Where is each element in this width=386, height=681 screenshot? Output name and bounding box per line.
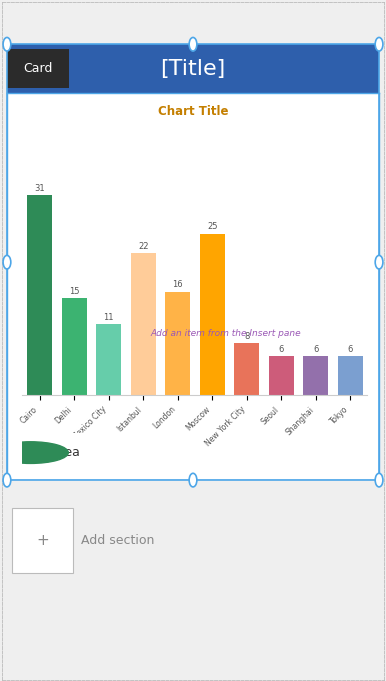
Bar [200, 234, 225, 395]
Text: 6: 6 [279, 345, 284, 353]
Text: 11: 11 [103, 313, 114, 321]
Text: Add section: Add section [81, 534, 154, 547]
Text: 6: 6 [347, 345, 353, 353]
Text: +: + [36, 533, 49, 548]
Text: [Title]: [Title] [160, 59, 226, 79]
Text: 22: 22 [138, 242, 149, 251]
Text: 8: 8 [244, 332, 249, 341]
Bar [27, 195, 52, 395]
Bar [131, 253, 156, 395]
Text: Chart Title: Chart Title [158, 105, 228, 118]
Text: 6: 6 [313, 345, 318, 353]
Text: 25: 25 [207, 222, 217, 232]
Bar [338, 356, 362, 395]
Bar [96, 324, 121, 395]
Text: 16: 16 [173, 281, 183, 289]
Text: 31: 31 [34, 184, 45, 193]
Bar [165, 292, 190, 395]
Text: Area: Area [52, 446, 81, 459]
Text: Card: Card [23, 62, 52, 76]
Bar [269, 356, 294, 395]
Bar [303, 356, 328, 395]
Circle shape [0, 442, 68, 464]
Bar [62, 298, 86, 395]
FancyBboxPatch shape [12, 508, 73, 573]
Text: Add an item from the Insert pane: Add an item from the Insert pane [150, 329, 301, 338]
Bar [234, 343, 259, 395]
Text: 15: 15 [69, 287, 80, 296]
